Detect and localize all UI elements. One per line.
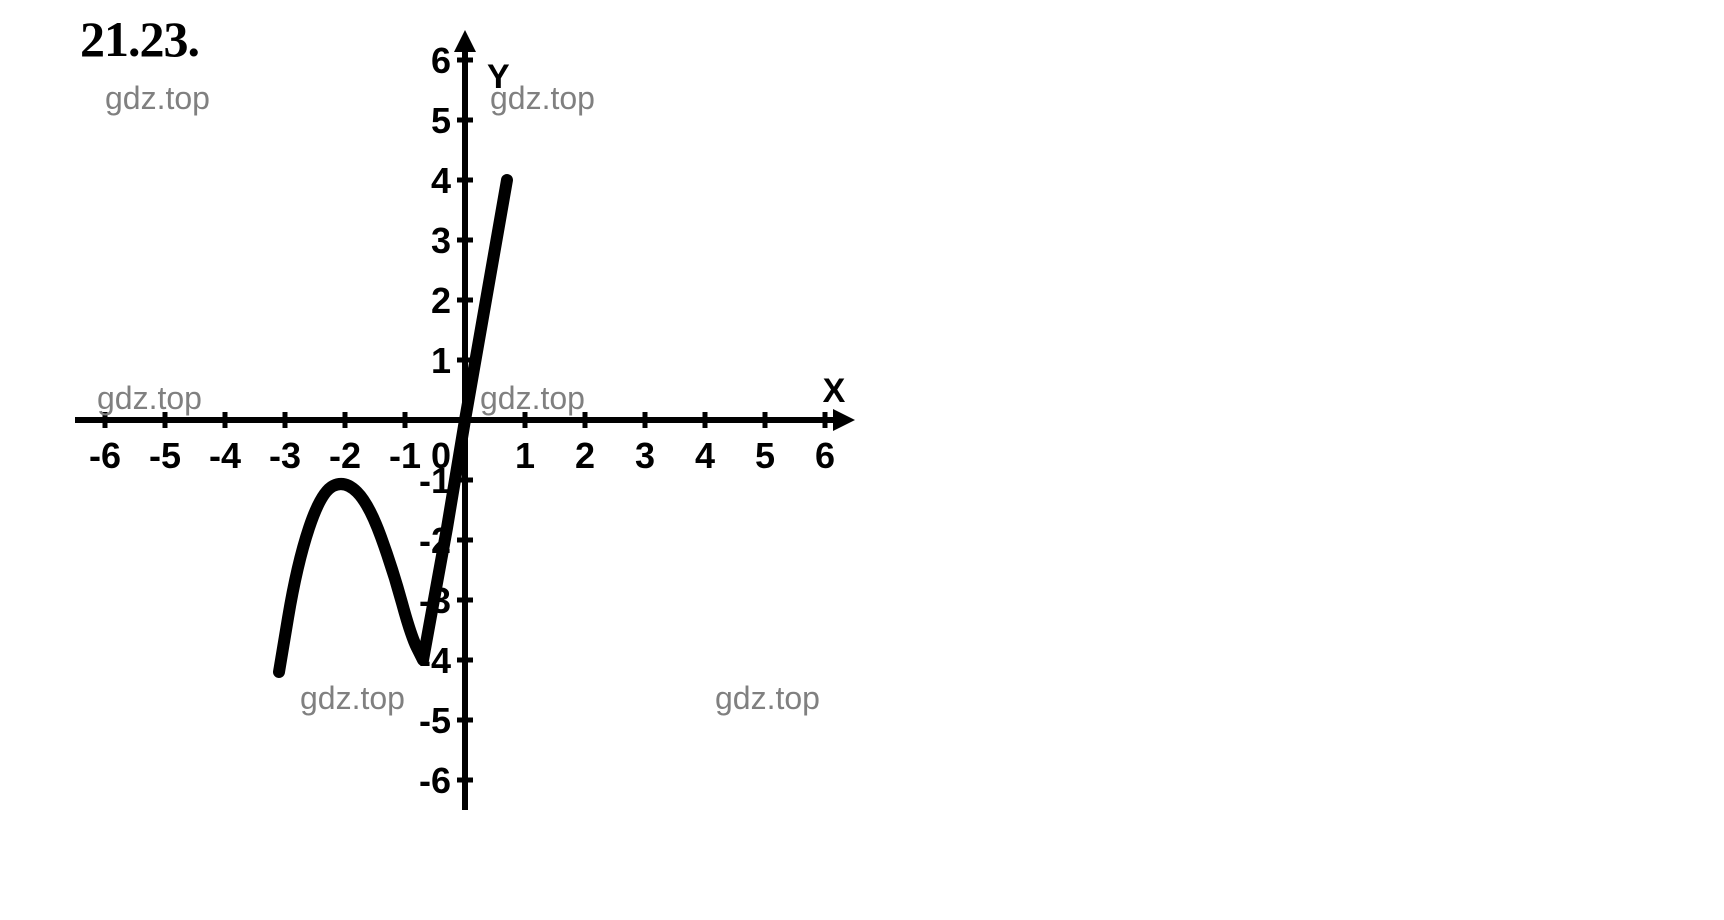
watermark-4: gdz.top	[300, 680, 405, 717]
y-tick-label: 4	[431, 160, 451, 201]
watermark-5: gdz.top	[715, 680, 820, 717]
y-tick-label: 6	[431, 40, 451, 81]
y-tick-label: 5	[431, 100, 451, 141]
y-tick-label: 1	[431, 340, 451, 381]
coordinate-chart: -6-5-4-3-2-1123456-6-5-4-3-2-11234560XY	[0, 0, 1724, 920]
y-tick-label: -5	[419, 700, 451, 741]
x-tick-label: -2	[329, 435, 361, 476]
x-tick-label: 3	[635, 435, 655, 476]
x-tick-label: -4	[209, 435, 241, 476]
x-tick-label: 5	[755, 435, 775, 476]
x-tick-label: 4	[695, 435, 715, 476]
watermark-1: gdz.top	[490, 80, 595, 117]
watermark-3: gdz.top	[480, 380, 585, 417]
watermark-0: gdz.top	[105, 80, 210, 117]
x-axis-label: X	[823, 372, 846, 410]
watermark-2: gdz.top	[97, 380, 202, 417]
x-tick-label: -5	[149, 435, 181, 476]
x-tick-label: 2	[575, 435, 595, 476]
chart-container: 21.23. -6-5-4-3-2-1123456-6-5-4-3-2-1123…	[0, 0, 1724, 920]
x-tick-label: -6	[89, 435, 121, 476]
origin-label: 0	[431, 435, 451, 476]
y-tick-label: 3	[431, 220, 451, 261]
x-tick-label: -1	[389, 435, 421, 476]
x-tick-label: 6	[815, 435, 835, 476]
y-tick-label: -6	[419, 760, 451, 801]
x-tick-label: -3	[269, 435, 301, 476]
x-tick-label: 1	[515, 435, 535, 476]
y-tick-label: 2	[431, 280, 451, 321]
